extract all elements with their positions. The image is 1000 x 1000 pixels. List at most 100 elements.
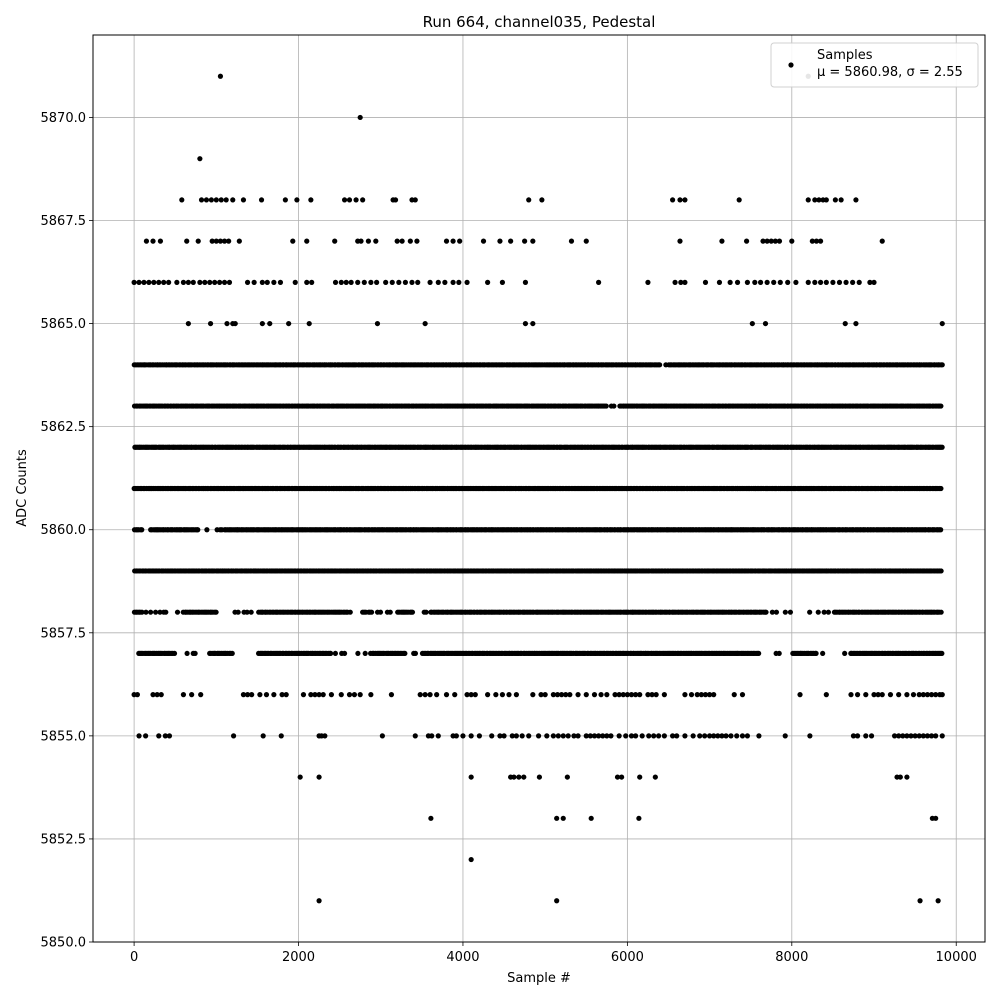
- data-point: [278, 733, 284, 739]
- data-point: [719, 238, 725, 244]
- data-point: [690, 733, 696, 739]
- data-point: [427, 692, 433, 698]
- data-point: [409, 279, 415, 285]
- data-point: [933, 692, 939, 698]
- data-point: [879, 238, 885, 244]
- data-point: [653, 692, 659, 698]
- data-point: [316, 692, 322, 698]
- data-point: [591, 733, 598, 739]
- data-point: [174, 609, 181, 615]
- data-point: [776, 650, 782, 657]
- data-point: [521, 774, 527, 780]
- data-point: [368, 279, 374, 285]
- data-point: [158, 692, 164, 698]
- data-point: [565, 733, 571, 739]
- data-point: [567, 692, 573, 698]
- data-point: [863, 733, 869, 739]
- data-point: [360, 197, 366, 203]
- data-point: [616, 692, 622, 698]
- data-point: [598, 692, 604, 698]
- data-point: [240, 197, 247, 203]
- data-point: [596, 733, 602, 739]
- data-point: [744, 733, 751, 739]
- data-point: [226, 279, 233, 285]
- data-point: [916, 733, 922, 739]
- data-point: [332, 650, 339, 657]
- data-point: [805, 197, 811, 203]
- data-point: [823, 197, 829, 203]
- y-tick-label: 5855.0: [41, 729, 87, 744]
- data-point: [374, 279, 380, 285]
- data-point: [604, 692, 610, 698]
- data-point: [422, 320, 428, 327]
- data-point: [346, 197, 353, 203]
- data-point: [279, 692, 285, 698]
- data-point: [628, 733, 635, 739]
- data-point: [209, 238, 215, 244]
- data-point: [777, 279, 783, 285]
- data-point: [896, 733, 902, 739]
- data-point: [443, 692, 450, 698]
- data-point: [677, 197, 683, 203]
- data-point: [739, 692, 746, 698]
- data-point: [257, 692, 263, 698]
- data-point: [688, 692, 695, 698]
- data-point: [229, 650, 235, 657]
- data-point: [292, 279, 298, 285]
- data-point: [402, 650, 408, 657]
- data-point: [351, 692, 358, 698]
- data-point: [853, 197, 859, 203]
- data-point: [223, 197, 229, 203]
- data-point: [682, 197, 688, 203]
- data-point: [526, 733, 532, 739]
- data-point: [203, 197, 210, 203]
- data-point: [616, 733, 622, 739]
- data-point: [271, 692, 277, 698]
- y-tick-label: 5857.5: [41, 626, 87, 641]
- y-tick-label: 5862.5: [41, 420, 87, 435]
- data-point: [271, 279, 277, 285]
- data-point: [244, 692, 251, 698]
- data-point: [480, 238, 487, 244]
- data-point: [928, 733, 935, 739]
- data-point: [787, 609, 794, 615]
- data-point: [694, 692, 700, 698]
- data-point: [848, 692, 854, 698]
- data-point: [697, 733, 703, 739]
- data-point: [377, 609, 384, 615]
- data-point: [316, 774, 322, 780]
- data-point: [575, 733, 581, 739]
- data-point: [836, 279, 843, 285]
- data-point: [603, 403, 609, 409]
- data-point: [143, 733, 149, 739]
- data-point: [511, 774, 517, 780]
- data-point: [428, 815, 434, 821]
- data-point: [300, 692, 307, 698]
- data-point: [743, 238, 750, 244]
- x-axis-ticks: 0 2000 4000 6000 8000 10000: [130, 942, 977, 965]
- y-axis-label: ADC Counts: [15, 449, 30, 527]
- data-point: [924, 733, 931, 739]
- data-point: [912, 733, 918, 739]
- x-tick-label: 10000: [936, 950, 977, 965]
- data-point: [197, 279, 203, 285]
- data-point: [373, 238, 379, 244]
- data-point: [151, 279, 157, 285]
- data-point: [530, 692, 536, 698]
- data-point: [365, 238, 372, 244]
- data-point: [910, 692, 917, 698]
- data-point: [309, 279, 315, 285]
- legend-label: Samples: [817, 48, 873, 63]
- y-axis-ticks: 5850.05852.55855.05857.55860.05862.55865…: [41, 111, 93, 951]
- data-point: [809, 238, 815, 244]
- data-point: [251, 279, 257, 285]
- data-point: [143, 238, 150, 244]
- data-point: [939, 320, 945, 327]
- data-point: [258, 197, 265, 203]
- data-point: [213, 609, 219, 615]
- data-point: [813, 650, 819, 657]
- data-point: [938, 568, 944, 574]
- data-point: [842, 650, 848, 657]
- data-point: [672, 279, 678, 285]
- data-point: [702, 279, 709, 285]
